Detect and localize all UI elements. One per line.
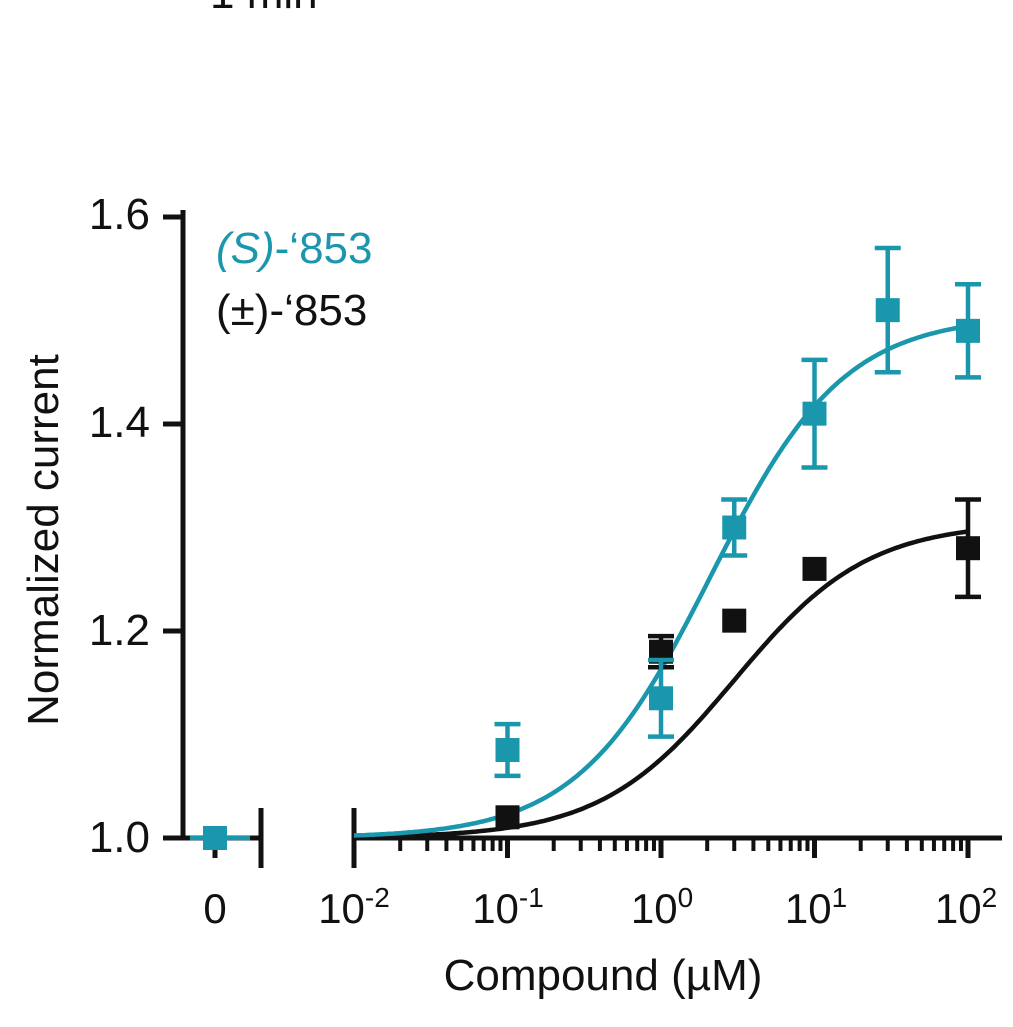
y-axis-title: Normalized current	[19, 354, 68, 726]
x-tick-label: 100	[631, 882, 693, 932]
x-tick-label: 10-1	[472, 882, 544, 932]
x-tick-label: 102	[935, 882, 997, 932]
x-axis-title: Compound (µM)	[444, 951, 763, 1000]
x-tick-label-zero: 0	[203, 885, 226, 932]
data-point	[802, 556, 827, 581]
x-major-ticks	[163, 214, 971, 858]
x-minor-ticks	[398, 838, 963, 851]
y-tick-label: 1.4	[89, 398, 150, 447]
data-point	[956, 318, 980, 343]
x-tick-label: 101	[785, 882, 847, 932]
legend-entry-s-853: (S)-‘853	[216, 224, 373, 273]
data-point	[495, 805, 520, 830]
data-point	[956, 536, 980, 561]
y-tick-label: 1.6	[89, 190, 150, 239]
data-point	[722, 608, 747, 633]
legend-entry-racemic-853: (±)-‘853	[216, 286, 367, 335]
y-tick-label: 1.2	[89, 606, 150, 655]
data-point	[802, 401, 827, 426]
fit-curve	[353, 529, 969, 840]
scale-bar-fragment-label: 1 min	[210, 0, 318, 18]
fit-curves	[353, 323, 969, 840]
data-point	[203, 826, 227, 850]
data-point	[875, 298, 900, 323]
data-point	[722, 515, 747, 540]
data-points	[190, 245, 981, 850]
y-tick-label: 1.0	[89, 813, 150, 862]
data-point	[495, 738, 520, 763]
data-point	[649, 686, 673, 711]
x-tick-label: 10-2	[318, 882, 390, 932]
